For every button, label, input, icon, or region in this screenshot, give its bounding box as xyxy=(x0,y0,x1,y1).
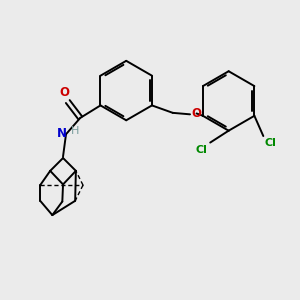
Text: O: O xyxy=(60,86,70,99)
Text: H: H xyxy=(71,126,80,136)
Text: N: N xyxy=(56,127,67,140)
Text: O: O xyxy=(191,106,201,120)
Text: Cl: Cl xyxy=(196,145,208,155)
Text: Cl: Cl xyxy=(265,138,277,148)
